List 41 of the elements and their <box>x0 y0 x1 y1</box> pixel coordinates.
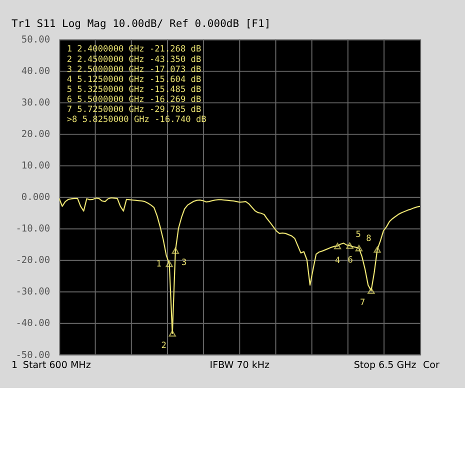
annotation: 8 <box>366 234 372 244</box>
y-tick-label: 50.00 <box>21 34 50 46</box>
annotation: 1 2.4000000 GHz -21.268 dB <box>66 44 202 55</box>
point <box>334 242 342 250</box>
annotation: 7 <box>360 298 366 308</box>
annotation: 6 <box>348 255 353 266</box>
y-tick-label: -50.00 <box>16 350 50 361</box>
annotation: 2 <box>161 340 166 351</box>
y-tick-label: 0.000 <box>21 192 50 204</box>
annotation: 3 2.5000000 GHz -17.073 dB <box>66 64 202 75</box>
text: 1 <box>11 360 18 371</box>
text: Stop 6.5 GHz <box>354 360 416 371</box>
annotation: 3 <box>181 258 187 268</box>
annotation: 2 2.4500000 GHz -43.350 dB <box>66 54 202 65</box>
point <box>168 330 176 337</box>
annotation: 7 5.7250000 GHz -29.785 dB <box>66 104 202 115</box>
point <box>166 260 173 268</box>
point <box>355 244 363 252</box>
point <box>172 247 180 254</box>
annotation: 6 5.5000000 GHz -16.269 dB <box>66 94 202 105</box>
annotation: 5 <box>356 230 361 240</box>
y-tick-label: -10.00 <box>16 224 50 235</box>
annotation: 4 <box>334 256 340 266</box>
point <box>346 242 354 249</box>
text: Cor <box>422 360 440 371</box>
annotation: 4 5.1250000 GHz -15.604 dB <box>66 74 202 85</box>
y-tick-label: -30.00 <box>16 286 50 298</box>
point <box>368 288 375 294</box>
annotation: 5 5.3250000 GHz -15.485 dB <box>66 84 202 95</box>
chart-title: Tr1 S11 Log Mag 10.00dB/ Ref 0.000dB [F1] <box>11 18 271 30</box>
point <box>374 246 381 253</box>
annotation: >8 5.8250000 GHz -16.740 dB <box>66 114 206 125</box>
y-tick-label: 10.00 <box>21 160 50 172</box>
annotation: 1 <box>156 260 162 270</box>
y-tick-label: -40.00 <box>16 318 50 330</box>
y-tick-label: -20.00 <box>16 255 50 266</box>
y-tick-label: 40.00 <box>21 66 50 78</box>
text: Start 600 MHz <box>22 360 91 371</box>
y-tick-label: 20.00 <box>21 129 50 140</box>
y-tick-label: 30.00 <box>21 98 50 109</box>
text: IFBW 70 kHz <box>210 360 270 371</box>
